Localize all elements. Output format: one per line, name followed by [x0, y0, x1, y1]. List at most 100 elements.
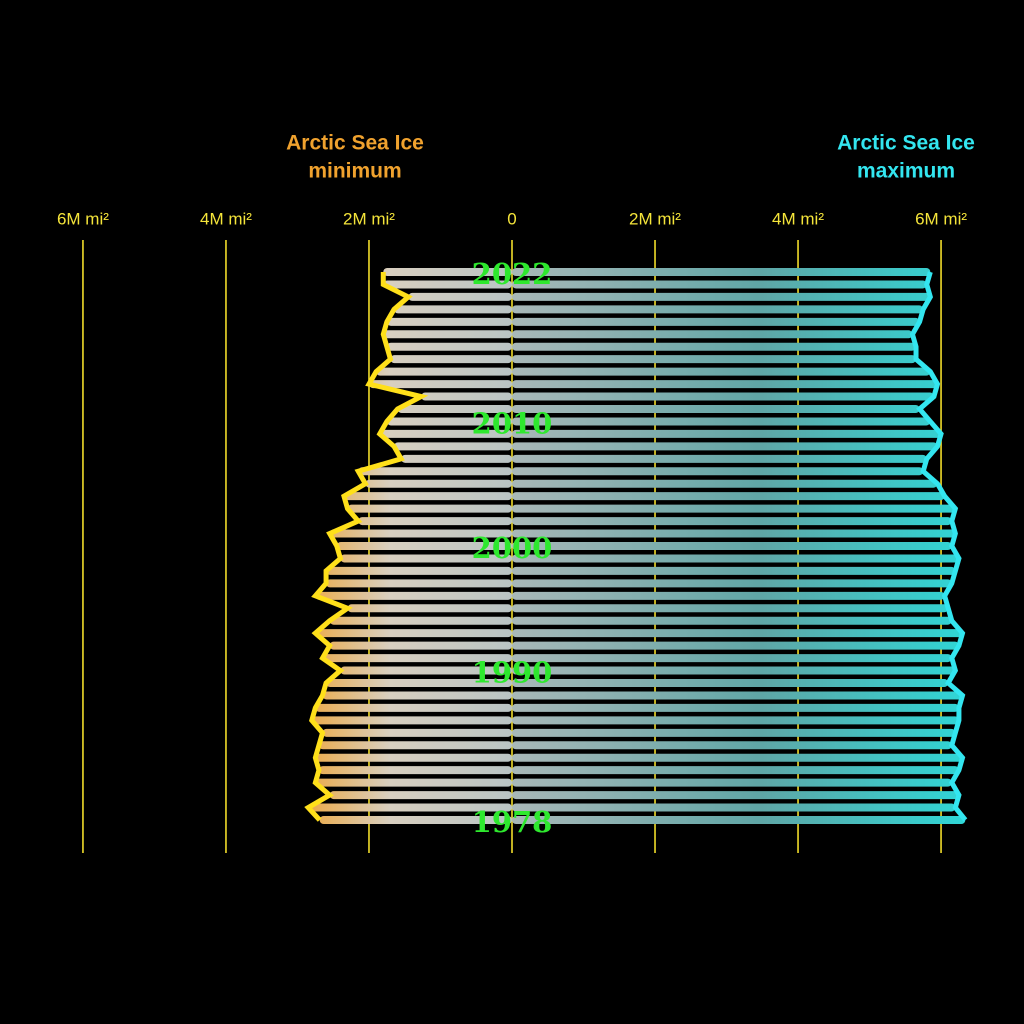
rod-segment — [512, 604, 949, 613]
rod-segment — [322, 654, 512, 663]
rod-segment — [386, 317, 512, 326]
rod-segment — [512, 317, 920, 326]
rod-segment — [386, 342, 512, 351]
rod-segment — [315, 703, 512, 712]
legend-label: Arctic Sea Ice — [837, 132, 975, 155]
rod-segment — [340, 666, 512, 675]
rod-segment — [512, 330, 913, 339]
rod-segment — [512, 405, 920, 413]
rod-segment — [512, 417, 931, 426]
rod-segment — [512, 579, 952, 588]
rod-segment — [394, 442, 512, 451]
rod-segment — [322, 691, 512, 700]
rod-segment — [315, 753, 512, 762]
rod-segment — [512, 280, 927, 289]
rod-segment — [512, 766, 959, 775]
rod-segment — [376, 367, 512, 376]
rod-segment — [512, 666, 956, 675]
rod-segment — [397, 405, 512, 413]
rod-segment — [512, 479, 938, 488]
rod-segment — [340, 554, 512, 563]
rod-segment — [329, 791, 512, 800]
rod-segment — [512, 429, 942, 438]
rod-segment — [512, 703, 959, 712]
rod-segment — [512, 355, 917, 364]
rod-segment — [358, 467, 512, 476]
rod-segment — [318, 766, 512, 775]
rod-segment — [329, 529, 512, 538]
rod-segment — [512, 342, 917, 351]
rod-segment — [512, 392, 934, 401]
rod-segment — [512, 728, 956, 737]
x-tick-label: 0 — [507, 209, 516, 228]
rod-segment — [386, 417, 512, 426]
year-label: 1990 — [472, 656, 553, 690]
rod-segment — [512, 268, 931, 276]
trend-line — [304, 272, 429, 822]
x-tick-label: 6M mi² — [915, 209, 967, 228]
rod-segment — [319, 816, 512, 824]
rod-segment — [318, 741, 512, 750]
rod-segment — [326, 679, 512, 687]
rod-segment — [512, 292, 931, 301]
legend-label: maximum — [857, 160, 955, 183]
rod-segment — [394, 305, 512, 314]
rod-segment — [315, 629, 512, 638]
rod-segment — [512, 442, 938, 451]
year-label: 2022 — [472, 257, 553, 291]
year-label: 2000 — [472, 531, 553, 565]
rod-segment — [512, 679, 949, 687]
rod-segment — [336, 542, 512, 550]
trend-line — [909, 271, 968, 822]
rod-segment — [512, 753, 963, 762]
rod-segment — [512, 467, 924, 476]
rod-segment — [311, 716, 512, 725]
rod-segment — [329, 616, 512, 625]
rod-segment — [308, 803, 512, 812]
rod-segment — [512, 741, 952, 750]
year-label: 2010 — [472, 406, 553, 440]
year-label: 1978 — [472, 805, 553, 839]
rod-segment — [315, 591, 512, 600]
rod-segment — [383, 280, 512, 289]
rod-segment — [512, 454, 927, 463]
rod-segment — [326, 579, 512, 588]
rod-segment — [322, 728, 512, 737]
rod-segment — [512, 517, 952, 526]
rod-segment — [379, 429, 512, 438]
rod-segment — [315, 778, 512, 787]
rod-segment — [368, 380, 512, 389]
rod-segment — [347, 504, 512, 513]
rod-segment — [512, 691, 963, 700]
rod-segment — [343, 492, 512, 501]
rod-segment — [512, 554, 959, 563]
rod-segment — [365, 479, 512, 488]
rod-segment — [512, 778, 952, 787]
rod-segment — [512, 629, 963, 638]
rod-segment — [329, 641, 512, 650]
rod-segment — [421, 392, 512, 401]
rod-segment — [512, 492, 945, 501]
rod-segment — [401, 454, 512, 463]
x-tick-label: 4M mi² — [200, 209, 252, 228]
rod-segment — [512, 529, 956, 538]
rod-segment — [383, 330, 512, 339]
rod-segment — [512, 816, 966, 824]
rod-segment — [408, 292, 512, 301]
legend-label: minimum — [308, 160, 401, 183]
rod-segment — [512, 305, 924, 314]
rod-segment — [512, 716, 959, 725]
rod-segment — [512, 591, 945, 600]
rod-segment — [512, 380, 938, 389]
rod-segment — [358, 517, 512, 526]
rod-segment — [347, 604, 512, 613]
x-tick-label: 2M mi² — [629, 209, 681, 228]
legend-label: Arctic Sea Ice — [286, 132, 424, 155]
x-tick-label: 4M mi² — [772, 209, 824, 228]
rod-segment — [512, 791, 959, 800]
rod-segment — [512, 504, 956, 513]
rod-segment — [512, 542, 952, 550]
rod-segment — [512, 803, 956, 812]
